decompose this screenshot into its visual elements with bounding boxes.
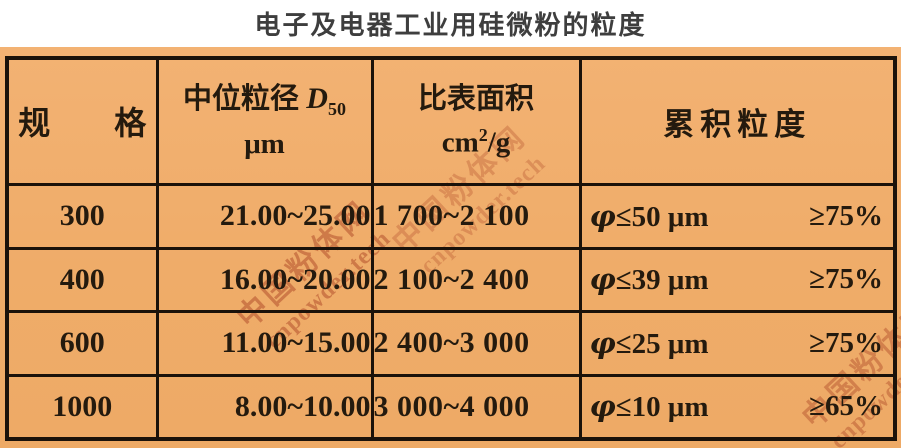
surface-range-cell: 2 400~3 000 [370, 309, 582, 377]
cumulative-requirement: ≥75% [809, 263, 883, 295]
cumulative-requirement: ≥75% [809, 326, 883, 359]
cumulative-condition: φ≤50 μm [590, 199, 709, 234]
header-cumulative-label: 累积粒度 [663, 106, 812, 142]
scan-panel: 中国粉体网 cnpowder.tech 中国粉体网 cnpowder.tech … [0, 47, 901, 448]
header-cumulative: 累积粒度 [578, 56, 897, 186]
surface-range-cell: 2 100~2 400 [370, 246, 582, 313]
header-d50-title: 中位粒径 [183, 82, 300, 115]
cumulative-condition: φ≤25 μm [590, 326, 709, 361]
spec-cell: 1000 [5, 373, 159, 441]
phi-symbol: φ [589, 262, 616, 296]
d50-range-cell: 21.00~25.00 [155, 182, 374, 250]
d50-range-cell: 16.00~20.00 [155, 246, 374, 313]
spec-cell: 300 [5, 182, 159, 250]
phi-symbol: φ [589, 198, 616, 233]
cumulative-content: φ≤25 μm ≥75% [582, 313, 894, 374]
surface-unit-denominator: /g [487, 126, 511, 159]
cumulative-content: φ≤50 μm ≥75% [582, 186, 894, 247]
table-row: 400 16.00~20.00 2 100~2 400 φ≤39 μm ≥75% [5, 246, 897, 313]
header-d50-line: 中位粒径 D50 [159, 81, 371, 119]
cumulative-content: φ≤10 μm ≥65% [582, 377, 894, 438]
d50-symbol: D [306, 81, 328, 115]
cumulative-requirement: ≥65% [809, 390, 883, 423]
cumulative-content: φ≤39 μm ≥75% [582, 250, 894, 310]
table-header-row: 规 格 中位粒径 D50 μm 比表面积 cm2/g 累积粒度 [5, 56, 897, 186]
cumulative-limit: ≤10 μm [615, 391, 709, 424]
cumulative-requirement: ≥75% [809, 199, 883, 232]
cumulative-condition: φ≤10 μm [590, 389, 709, 424]
phi-symbol: φ [589, 325, 616, 360]
surface-unit-exponent: 2 [478, 124, 488, 145]
cumulative-cell: φ≤50 μm ≥75% [578, 182, 897, 250]
table-row: 300 21.00~25.00 1 700~2 100 φ≤50 μm ≥75% [5, 182, 897, 250]
cumulative-limit: ≤50 μm [615, 200, 709, 233]
cumulative-cell: φ≤10 μm ≥65% [578, 373, 897, 441]
surface-unit-base: cm [441, 126, 479, 159]
page-title: 电子及电器工业用硅微粉的粒度 [254, 11, 647, 41]
table-row: 1000 8.00~10.00 3 000~4 000 φ≤10 μm ≥65% [5, 373, 897, 441]
header-spec: 规 格 [5, 56, 159, 186]
header-surface-title: 比表面积 [417, 82, 534, 115]
cumulative-limit: ≤25 μm [615, 327, 709, 360]
cumulative-cell: φ≤39 μm ≥75% [578, 246, 897, 313]
header-spec-label: 规 格 [18, 105, 147, 142]
surface-range-cell: 3 000~4 000 [370, 373, 582, 441]
surface-range-cell: 1 700~2 100 [370, 182, 582, 250]
table-row: 600 11.00~15.00 2 400~3 000 φ≤25 μm ≥75% [5, 309, 897, 377]
title-band: 电子及电器工业用硅微粉的粒度 [0, 0, 901, 47]
header-median-diameter: 中位粒径 D50 μm [155, 56, 374, 186]
header-d50-unit: μm [244, 127, 285, 160]
cumulative-condition: φ≤39 μm [590, 262, 709, 297]
phi-symbol: φ [589, 389, 616, 424]
d50-range-cell: 8.00~10.00 [155, 373, 374, 441]
header-surface-area: 比表面积 cm2/g [370, 56, 582, 186]
spec-cell: 600 [5, 309, 159, 377]
particle-size-table: 规 格 中位粒径 D50 μm 比表面积 cm2/g 累积粒度 300 21.0… [5, 56, 897, 441]
d50-subscript: 50 [327, 98, 346, 119]
spec-cell: 400 [5, 246, 159, 313]
cumulative-limit: ≤39 μm [615, 264, 709, 296]
header-surface-unit: cm2/g [374, 126, 579, 158]
cumulative-cell: φ≤25 μm ≥75% [578, 309, 897, 377]
d50-range-cell: 11.00~15.00 [155, 309, 374, 377]
